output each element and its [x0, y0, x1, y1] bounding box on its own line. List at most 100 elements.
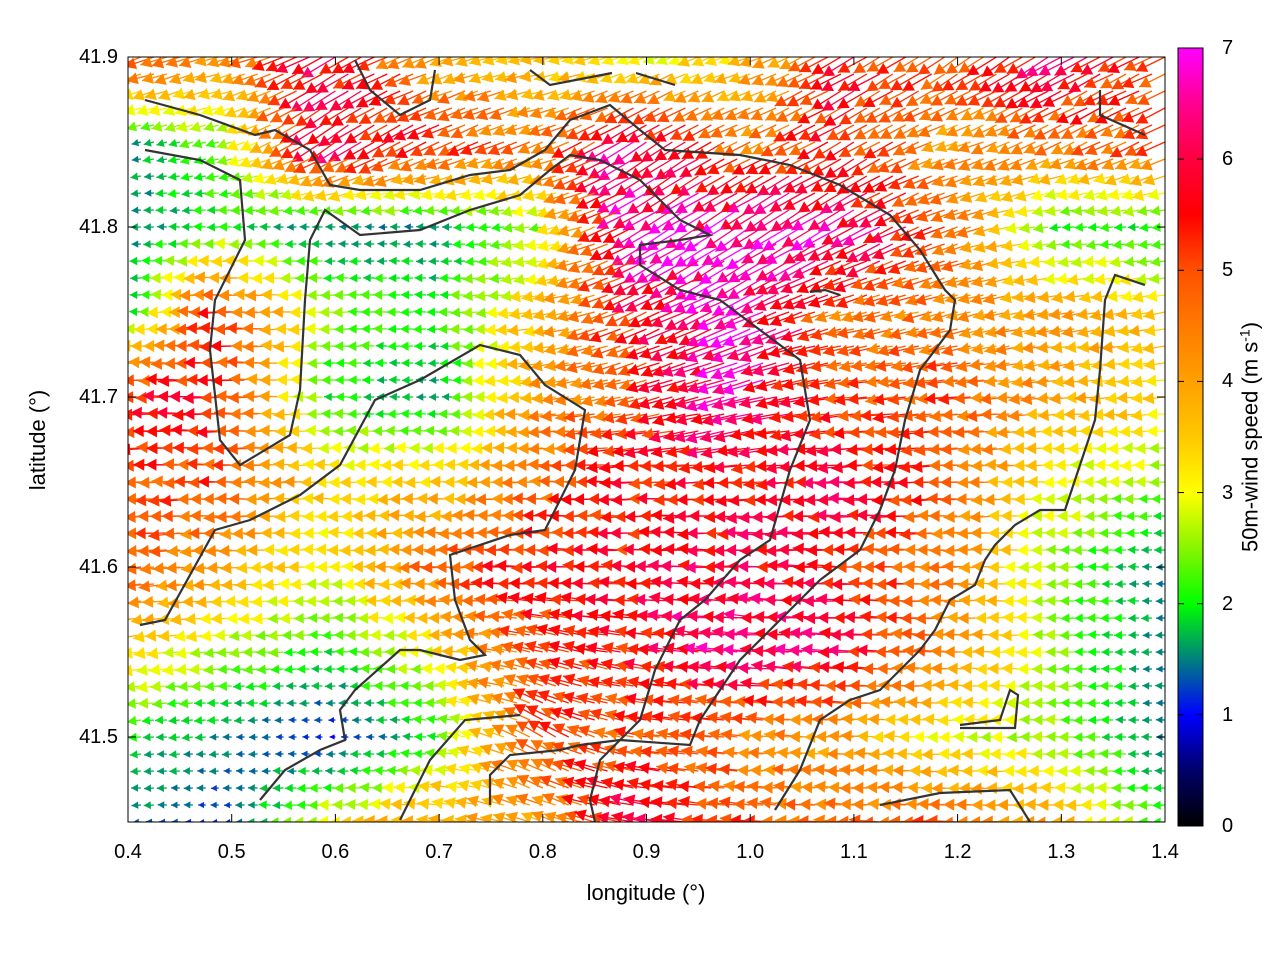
wind-vector — [332, 73, 362, 89]
wind-vector — [206, 222, 219, 232]
wind-vector — [388, 375, 401, 385]
wind-vector — [682, 124, 712, 142]
wind-vector — [905, 90, 933, 107]
wind-vector — [128, 465, 129, 466]
wind-vector — [1087, 647, 1101, 657]
wind-vector — [131, 139, 142, 147]
wind-vector — [334, 272, 349, 283]
wind-vector — [252, 57, 284, 71]
wind-vector — [323, 273, 336, 283]
wind-vector — [128, 703, 129, 704]
wind-vector — [1112, 511, 1127, 521]
wind-vector — [128, 295, 129, 296]
wind-vector — [1033, 124, 1062, 140]
colorbar-tick-label: 4 — [1222, 370, 1234, 393]
wind-vector — [527, 124, 556, 137]
wind-vector — [437, 141, 466, 156]
wind-vector — [334, 158, 362, 173]
wind-vector — [128, 121, 142, 132]
wind-vector — [410, 141, 440, 157]
wind-vector — [760, 141, 790, 157]
wind-vector — [627, 57, 647, 66]
wind-vector — [848, 175, 881, 193]
wind-vector — [931, 158, 958, 171]
wind-vector — [183, 88, 206, 101]
wind-vector — [311, 767, 323, 776]
wind-vector — [1111, 782, 1127, 794]
wind-vector — [412, 714, 427, 725]
wind-vector — [751, 73, 777, 86]
wind-vector — [236, 733, 245, 741]
wind-vector — [1095, 781, 1114, 794]
wind-vector — [1032, 697, 1049, 709]
wind-vector — [331, 57, 362, 74]
wind-vector — [332, 799, 349, 811]
wind-vector — [591, 311, 621, 324]
wind-vector — [322, 358, 336, 368]
wind-vector — [249, 141, 271, 154]
wind-vector — [1099, 681, 1114, 691]
wind-vector — [474, 141, 505, 155]
wind-vector — [288, 716, 297, 724]
wind-vector — [373, 765, 388, 776]
wind-vector — [1150, 256, 1165, 267]
wind-vector — [1156, 614, 1165, 622]
wind-vector — [387, 324, 401, 334]
wind-vector — [1138, 511, 1153, 522]
wind-vector — [1097, 57, 1127, 73]
wind-vector — [222, 784, 232, 792]
wind-vector — [288, 750, 297, 758]
wind-vector — [220, 698, 232, 708]
wind-vector — [799, 90, 829, 106]
wind-vector — [168, 222, 180, 232]
wind-vector — [981, 57, 1010, 78]
wind-vector — [128, 771, 129, 772]
wind-vector — [131, 155, 142, 163]
wind-vector — [378, 733, 388, 741]
wind-vector — [910, 494, 945, 507]
wind-vector — [449, 340, 466, 352]
wind-vector — [822, 57, 855, 77]
wind-vector — [799, 158, 829, 175]
wind-vector — [503, 707, 531, 721]
wind-vector — [210, 88, 232, 100]
wind-vector — [128, 685, 129, 687]
wind-vector — [1044, 748, 1062, 760]
wind-vector — [162, 646, 180, 659]
wind-vector — [650, 345, 686, 362]
wind-vector — [320, 340, 336, 352]
wind-vector — [401, 256, 414, 266]
wind-vector — [748, 124, 777, 139]
wind-vector — [1155, 750, 1165, 758]
wind-vector — [1056, 527, 1075, 540]
wind-vector — [384, 205, 401, 217]
wind-vector — [337, 766, 349, 776]
wind-vector — [1058, 578, 1075, 590]
wind-vector — [565, 158, 595, 173]
wind-vector — [1095, 798, 1114, 811]
wind-vector — [811, 90, 842, 110]
wind-vector — [305, 73, 336, 94]
wind-vector — [1147, 188, 1165, 201]
wind-vector — [774, 158, 803, 175]
wind-vector — [1145, 374, 1165, 387]
wind-vector — [194, 733, 206, 742]
wind-vector — [693, 729, 725, 742]
wind-vector — [128, 601, 129, 602]
wind-vector — [128, 431, 129, 432]
wind-vector — [357, 57, 388, 71]
wind-vector — [328, 717, 336, 724]
wind-vector — [1143, 358, 1165, 371]
wind-vector — [343, 158, 375, 174]
wind-vector — [266, 73, 297, 91]
wind-vector — [640, 476, 673, 489]
wind-vector — [363, 749, 375, 759]
wind-vector — [1128, 665, 1140, 673]
wind-vector — [427, 732, 440, 741]
wind-vector — [1111, 73, 1140, 90]
wind-vector — [1044, 205, 1062, 217]
wind-vector — [413, 409, 427, 419]
wind-vector — [1087, 681, 1101, 691]
wind-vector — [1121, 107, 1153, 123]
wind-vector — [346, 205, 362, 216]
